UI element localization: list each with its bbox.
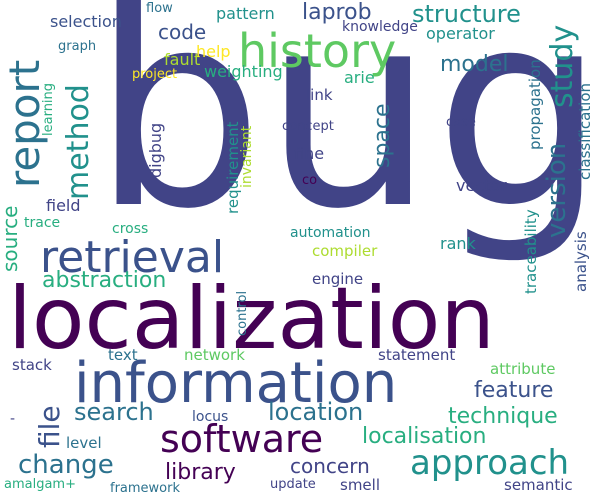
word-method: method — [61, 84, 96, 200]
word-laprob: laprob — [302, 0, 372, 25]
word-engine: engine — [312, 270, 364, 288]
word-framework: framework — [110, 481, 181, 496]
word-concern: concern — [290, 454, 370, 478]
word-locus: locus — [192, 409, 229, 425]
word-knowledge: knowledge — [342, 19, 418, 35]
word-case: case — [446, 115, 476, 130]
word-structure: structure — [412, 0, 521, 28]
word-link: link — [306, 86, 333, 104]
word-learning: learning — [41, 82, 56, 136]
word-arie: arie — [344, 68, 375, 87]
word-weighting: weighting — [204, 62, 283, 81]
word-abstraction: abstraction — [42, 268, 167, 293]
word-approach: approach — [410, 443, 570, 483]
word-control: control — [235, 290, 250, 336]
word-project: project — [132, 67, 178, 82]
word-history: history — [238, 24, 397, 78]
word-text: text — [108, 346, 138, 364]
word-fine: fine — [294, 144, 325, 163]
word-source: source — [0, 205, 22, 272]
word-software: software — [160, 417, 324, 461]
word-propagation: propagation — [526, 59, 544, 150]
word-vector: vector — [456, 176, 507, 195]
word-classification: classification — [576, 82, 594, 180]
word-compiler: compiler — [312, 242, 378, 260]
word-flow: flow — [146, 1, 173, 16]
word-level: level — [66, 434, 102, 452]
word-model: model — [440, 52, 509, 77]
word-code: code — [158, 20, 207, 44]
word-help: help — [196, 42, 231, 61]
word-file: file — [33, 405, 66, 448]
word-amalgam: amalgam+ — [4, 477, 76, 492]
word-bug: bug — [92, 0, 600, 268]
word-concept: concept — [282, 119, 334, 134]
word-smell: smell — [340, 476, 380, 494]
word-location: location — [268, 398, 364, 426]
word-information: information — [74, 351, 398, 416]
word-study: study — [545, 24, 580, 108]
word-pattern: pattern — [216, 4, 275, 23]
word-attribute: attribute — [490, 360, 556, 378]
word-cross: cross — [112, 221, 149, 237]
word-co: co — [302, 173, 318, 188]
word-graph: graph — [58, 39, 97, 54]
word-automation: automation — [290, 225, 371, 241]
word-analysis: analysis — [572, 231, 590, 292]
word-operator: operator — [426, 24, 495, 43]
word-retrieval: retrieval — [40, 232, 225, 283]
word-space: space — [370, 103, 395, 168]
word-semantic: semantic — [504, 476, 573, 494]
word-statement: statement — [378, 346, 456, 364]
word-localisation: localisation — [362, 424, 487, 449]
word-dash: - — [10, 411, 16, 427]
word-library: library — [165, 460, 236, 485]
word-feature: feature — [474, 378, 554, 403]
word-change: change — [18, 450, 114, 480]
word-field: field — [46, 196, 81, 215]
word-search: search — [74, 398, 154, 426]
word-update: update — [270, 477, 316, 492]
word-version: version — [542, 142, 572, 238]
word-rank: rank — [440, 234, 476, 253]
word-technique: technique — [448, 404, 558, 429]
word-invariant: invariant — [239, 125, 255, 188]
word-fault: fault — [164, 50, 201, 69]
word-localization: localization — [8, 269, 495, 369]
word-report: report — [0, 59, 49, 188]
word-traceability: traceability — [522, 209, 540, 294]
word-selection: selection — [50, 12, 122, 31]
word-stack: stack — [12, 356, 52, 374]
word-network: network — [184, 346, 245, 364]
word-digbug: digbug — [146, 122, 165, 178]
word-trace: trace — [24, 215, 61, 231]
